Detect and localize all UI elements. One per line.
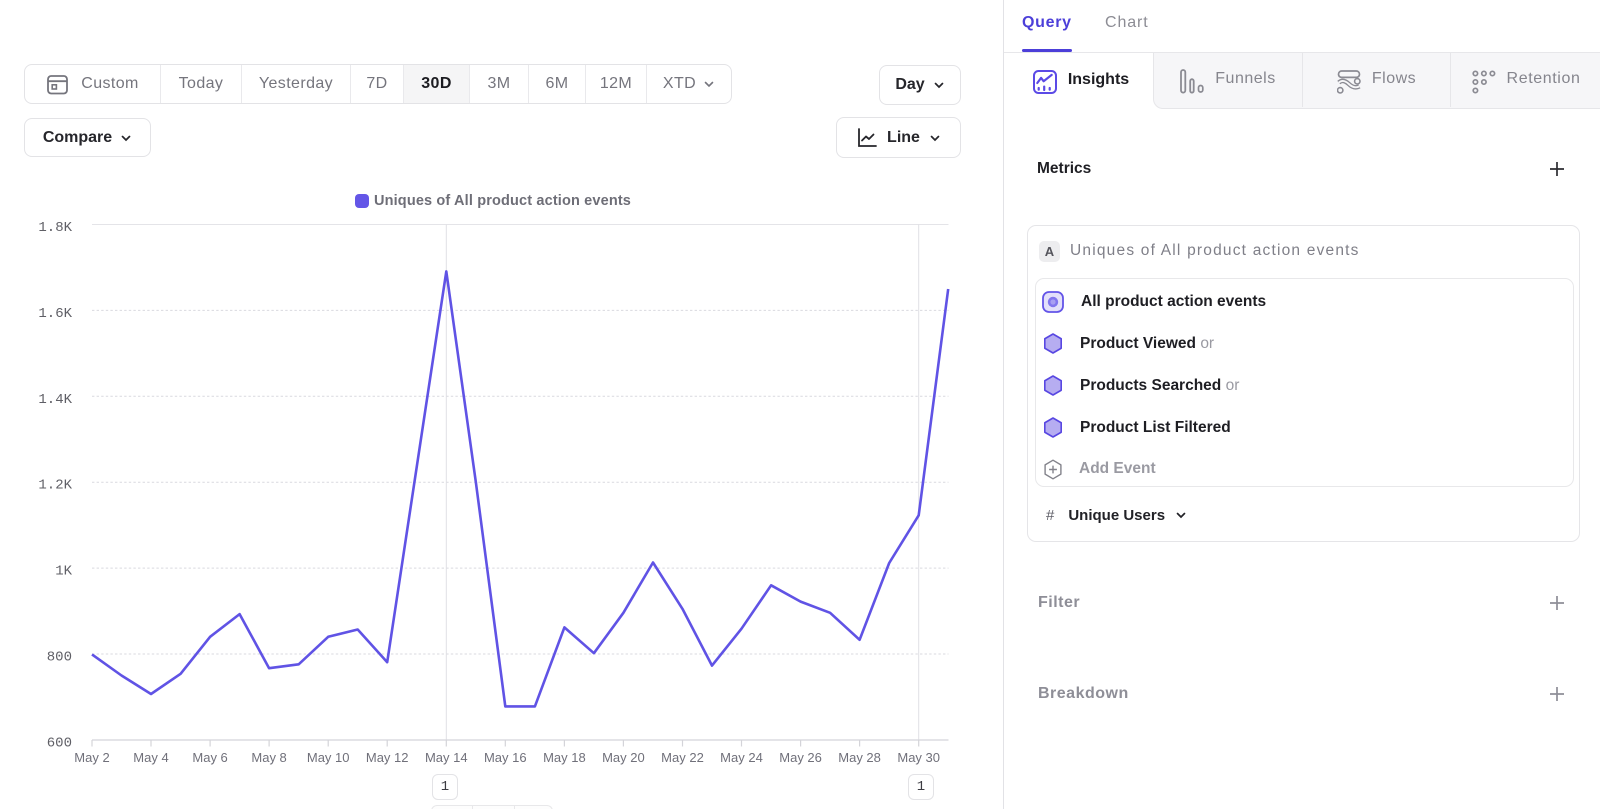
svg-text:May 16: May 16 (484, 750, 527, 765)
svg-text:1.2K: 1.2K (38, 478, 72, 494)
svg-text:1.8K: 1.8K (38, 220, 72, 236)
svg-text:600: 600 (47, 735, 72, 751)
svg-text:May 6: May 6 (192, 750, 227, 765)
svg-text:1.4K: 1.4K (38, 392, 72, 408)
svg-text:1K: 1K (55, 564, 72, 580)
svg-text:May 20: May 20 (602, 750, 645, 765)
svg-text:May 10: May 10 (307, 750, 350, 765)
svg-text:1.6K: 1.6K (38, 306, 72, 322)
svg-text:May 4: May 4 (133, 750, 168, 765)
svg-text:May 12: May 12 (366, 750, 409, 765)
svg-text:May 30: May 30 (897, 750, 940, 765)
svg-text:May 8: May 8 (251, 750, 286, 765)
svg-text:May 26: May 26 (779, 750, 822, 765)
svg-text:May 24: May 24 (720, 750, 763, 765)
svg-text:May 22: May 22 (661, 750, 704, 765)
svg-text:May 14: May 14 (425, 750, 468, 765)
svg-text:May 18: May 18 (543, 750, 586, 765)
svg-text:May 28: May 28 (838, 750, 881, 765)
svg-text:800: 800 (47, 650, 72, 666)
svg-text:May 2: May 2 (74, 750, 109, 765)
